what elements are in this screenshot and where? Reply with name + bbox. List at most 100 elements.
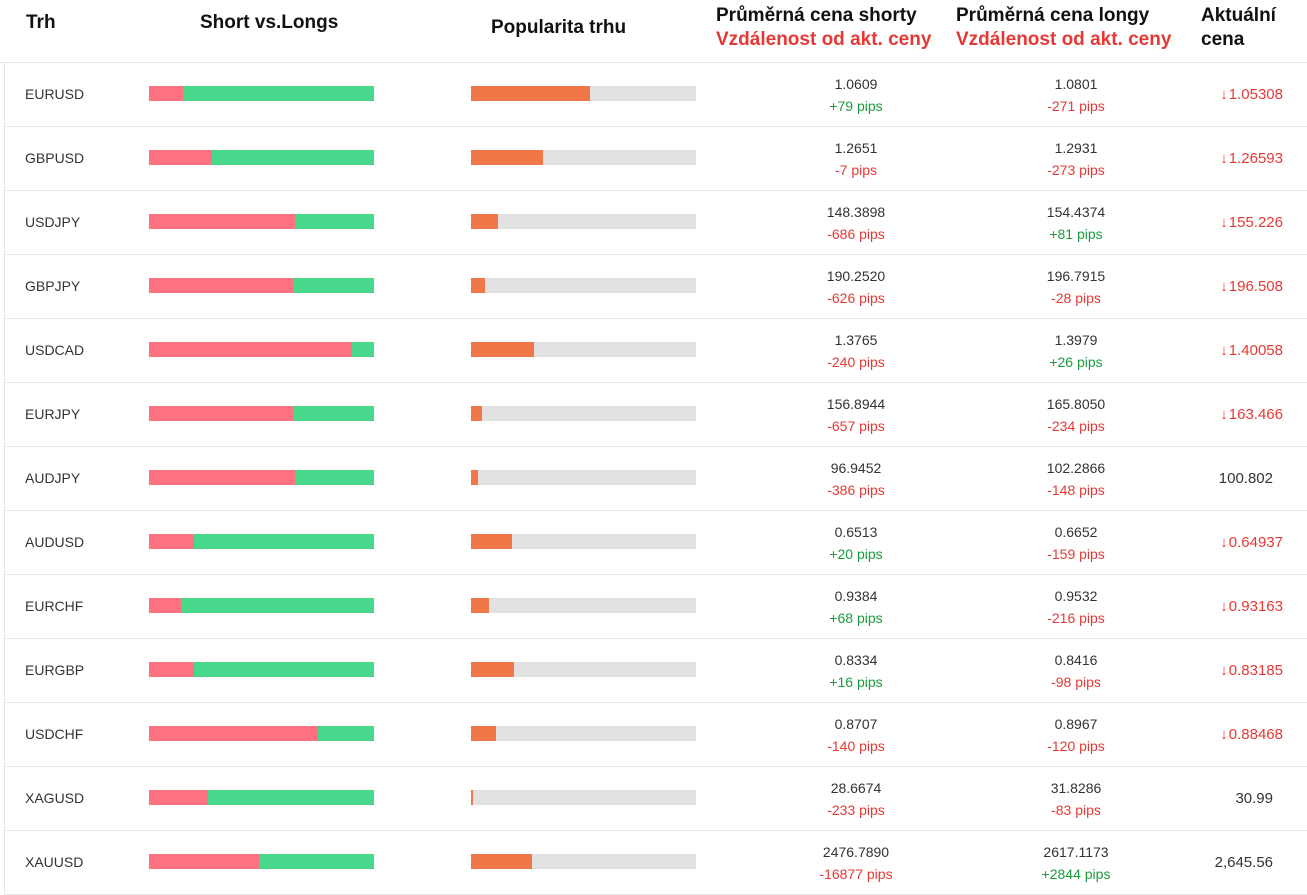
short-long-bar [149,86,374,101]
table-row[interactable]: EURJPY 156.8944 -657 pips 165.8050 -234 pips… [4,383,1307,447]
avg-short-cell-pips: -686 pips [827,226,885,242]
current-price: 30.99 [1235,767,1273,830]
avg-short-cell-pips: +68 pips [829,610,883,626]
market-name: GBPJPY [25,278,81,294]
avg-short-cell: 1.0609 +79 pips [766,73,946,117]
arrow-down-icon: ↓ [1220,86,1228,103]
header-avg-short-title: Průměrná cena shorty [716,5,917,26]
market-name: XAUUSD [25,854,84,870]
short-segment [149,790,208,805]
popularity-bar [471,86,696,101]
market-name: GBPUSD [25,150,85,166]
current-price-value: 1.05308 [1228,86,1283,103]
arrow-down-icon: ↓ [1220,406,1228,423]
table-row[interactable]: USDJPY 148.3898 -686 pips 154.4374 +81 pips ↓… [4,191,1307,255]
short-segment [149,214,296,229]
avg-short-cell-price: 1.0609 [834,76,878,92]
table-row[interactable]: USDCHF 0.8707 -140 pips 0.8967 -120 pips ↓0.8… [4,703,1307,767]
arrow-down-icon: ↓ [1220,662,1228,679]
popularity-fill [471,598,489,613]
short-segment [149,470,296,485]
avg-long-cell: 196.7915 -28 pips [986,265,1166,309]
header-current-line1: Aktuální [1201,5,1276,26]
market-name: XAGUSD [25,790,85,806]
avg-short-cell-price: 0.6513 [834,524,878,540]
header-market: Trh [26,12,56,33]
avg-short-cell: 156.8944 -657 pips [766,393,946,437]
arrow-down-icon: ↓ [1220,278,1228,295]
avg-long-cell: 1.2931 -273 pips [986,137,1166,181]
table-row[interactable]: GBPUSD 1.2651 -7 pips 1.2931 -273 pips ↓1.265… [4,127,1307,191]
avg-short-cell: 1.3765 -240 pips [766,329,946,373]
avg-short-cell: 0.8707 -140 pips [766,713,946,757]
popularity-bar [471,598,696,613]
arrow-down-icon: ↓ [1220,534,1228,551]
table-row[interactable]: XAUUSD 2476.7890 -16877 pips 2617.1173 +2844… [4,831,1307,895]
current-price: ↓1.40058 [1220,319,1283,382]
table-row[interactable]: AUDJPY 96.9452 -386 pips 102.2866 -148 pips 1… [4,447,1307,511]
avg-short-cell-price: 28.6674 [830,780,882,796]
long-segment [194,534,374,549]
avg-long-cell: 0.8967 -120 pips [986,713,1166,757]
avg-long-cell-price: 0.9532 [1054,588,1098,604]
popularity-bar [471,278,696,293]
header-current-price: Aktuální cena [1201,4,1276,52]
short-long-bar [149,726,374,741]
current-price-value: 1.40058 [1228,342,1283,359]
header-avg-long-title: Průměrná cena longy [956,5,1150,26]
avg-short-cell-pips: -240 pips [827,354,885,370]
short-segment [149,854,260,869]
avg-long-cell: 0.9532 -216 pips [986,585,1166,629]
short-long-bar [149,598,374,613]
avg-long-cell-price: 0.6652 [1054,524,1098,540]
avg-short-cell-price: 0.9384 [834,588,878,604]
avg-short-cell: 0.6513 +20 pips [766,521,946,565]
avg-long-cell: 165.8050 -234 pips [986,393,1166,437]
long-segment [180,598,374,613]
short-long-bar [149,790,374,805]
current-price: ↓1.05308 [1220,63,1283,126]
current-price: ↓0.83185 [1220,639,1283,702]
popularity-fill [471,854,532,869]
long-segment [295,470,374,485]
popularity-fill [471,406,483,421]
avg-short-cell-pips: +20 pips [829,546,883,562]
avg-long-cell: 2617.1173 +2844 pips [986,841,1166,885]
short-segment [149,662,194,677]
popularity-bar [471,726,696,741]
avg-long-cell-price: 165.8050 [1046,396,1106,412]
table-row[interactable]: EURCHF 0.9384 +68 pips 0.9532 -216 pips ↓0.93… [4,575,1307,639]
table-row[interactable]: GBPJPY 190.2520 -626 pips 196.7915 -28 pips ↓… [4,255,1307,319]
avg-short-cell-price: 1.2651 [834,140,878,156]
table-row[interactable]: USDCAD 1.3765 -240 pips 1.3979 +26 pips ↓1.40… [4,319,1307,383]
header-avg-long: Průměrná cena longy Vzdálenost od akt. c… [956,4,1171,52]
long-segment [293,406,374,421]
popularity-bar [471,534,696,549]
market-name: USDCAD [25,342,85,358]
avg-short-cell-price: 96.9452 [830,460,882,476]
avg-long-cell-price: 1.2931 [1054,140,1098,156]
avg-long-cell-pips: +2844 pips [1041,866,1111,882]
current-price: ↓0.88468 [1220,703,1283,766]
popularity-bar [471,406,696,421]
table-row[interactable]: XAGUSD 28.6674 -233 pips 31.8286 -83 pips 30.… [4,767,1307,831]
popularity-fill [471,342,534,357]
avg-long-cell-pips: -148 pips [1047,482,1105,498]
popularity-bar [471,662,696,677]
short-segment [149,598,181,613]
long-segment [207,790,374,805]
table-header: Trh Short vs.Longs Popularita trhu Průmě… [0,0,1307,63]
popularity-bar [471,854,696,869]
current-price-value: 0.64937 [1228,534,1283,551]
avg-short-cell: 96.9452 -386 pips [766,457,946,501]
avg-short-cell-pips: -657 pips [827,418,885,434]
avg-long-cell-pips: -120 pips [1047,738,1105,754]
popularity-fill [471,534,512,549]
popularity-bar [471,470,696,485]
table-row[interactable]: EURGBP 0.8334 +16 pips 0.8416 -98 pips ↓0.831… [4,639,1307,703]
table-row[interactable]: EURUSD 1.0609 +79 pips 1.0801 -271 pips ↓1.05… [4,63,1307,127]
popularity-bar [471,214,696,229]
current-price-value: 100.802 [1218,470,1273,487]
popularity-fill [471,726,496,741]
table-row[interactable]: AUDUSD 0.6513 +20 pips 0.6652 -159 pips ↓0.64… [4,511,1307,575]
